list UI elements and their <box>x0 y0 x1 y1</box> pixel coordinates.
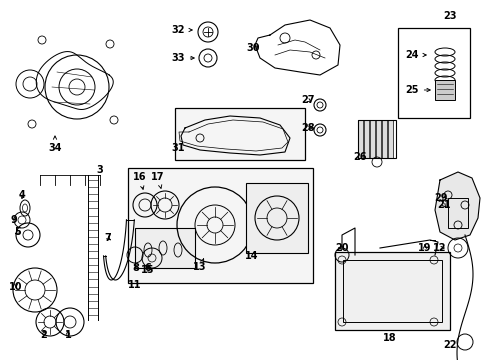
Text: 2: 2 <box>41 330 47 340</box>
Bar <box>397 28 469 118</box>
Text: 28: 28 <box>301 123 314 133</box>
Text: 29: 29 <box>433 193 447 203</box>
Text: 27: 27 <box>301 95 314 105</box>
Text: 4: 4 <box>19 190 25 200</box>
Bar <box>128 168 312 283</box>
Bar <box>175 108 305 160</box>
Bar <box>381 120 386 158</box>
Bar <box>387 120 392 158</box>
Text: 20: 20 <box>335 243 348 253</box>
Bar <box>447 198 467 228</box>
Text: 21: 21 <box>436 200 450 210</box>
Bar <box>434 80 454 100</box>
Text: 1: 1 <box>64 330 71 340</box>
Bar <box>135 228 195 268</box>
Text: 33: 33 <box>171 53 194 63</box>
Bar <box>245 183 307 253</box>
Bar <box>375 120 380 158</box>
Text: 12: 12 <box>432 243 446 253</box>
Text: 11: 11 <box>128 280 142 290</box>
Text: 13: 13 <box>193 259 206 272</box>
Bar <box>334 252 449 330</box>
Text: 16: 16 <box>133 172 146 189</box>
Text: 22: 22 <box>442 340 456 350</box>
Text: 18: 18 <box>383 333 396 343</box>
Polygon shape <box>434 172 479 240</box>
Text: 19: 19 <box>417 243 431 253</box>
Text: 10: 10 <box>9 282 23 292</box>
Text: 3: 3 <box>97 165 103 175</box>
Text: 6: 6 <box>144 263 151 273</box>
Text: 9: 9 <box>11 215 18 225</box>
Text: 8: 8 <box>132 263 139 273</box>
Text: 5: 5 <box>15 227 21 237</box>
Bar <box>342 260 441 322</box>
Text: 23: 23 <box>442 11 456 21</box>
Bar <box>363 120 368 158</box>
Text: 15: 15 <box>141 265 154 275</box>
Text: 14: 14 <box>245 251 258 261</box>
Bar <box>357 120 362 158</box>
Text: 26: 26 <box>352 152 366 162</box>
Text: 7: 7 <box>104 233 111 243</box>
Text: 30: 30 <box>246 43 259 53</box>
Text: 24: 24 <box>405 50 426 60</box>
Text: 25: 25 <box>405 85 429 95</box>
Text: 32: 32 <box>171 25 192 35</box>
Text: 17: 17 <box>151 172 164 188</box>
Text: 34: 34 <box>48 136 61 153</box>
Bar <box>369 120 374 158</box>
Bar <box>357 120 395 158</box>
Text: 31: 31 <box>171 143 184 153</box>
